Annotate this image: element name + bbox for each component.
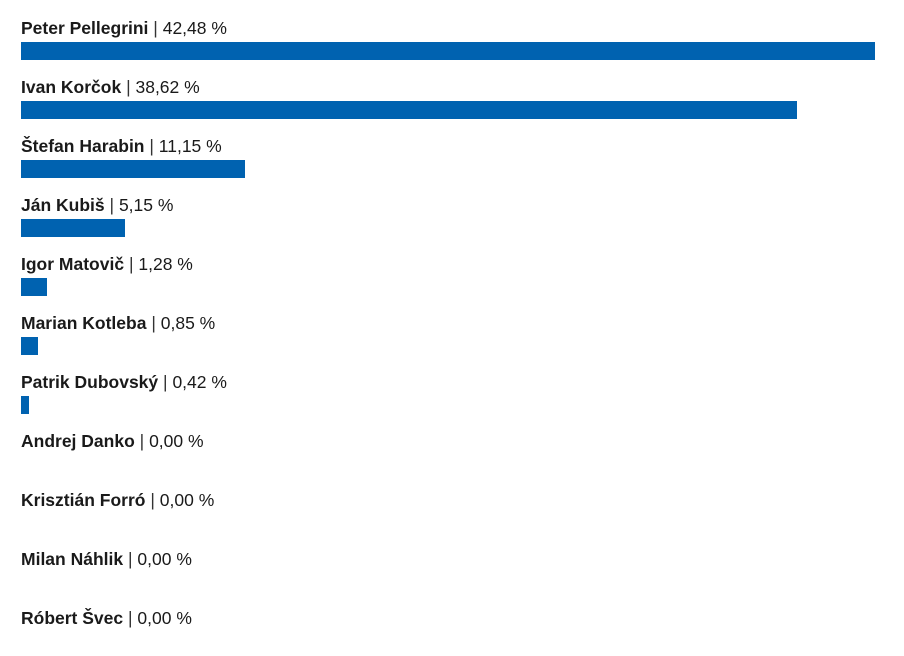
label-separator: | <box>150 490 155 510</box>
label-separator: | <box>127 549 133 569</box>
candidate-row: Krisztián Forró | 0,00 % <box>21 472 891 531</box>
candidate-row: Milan Náhlik | 0,00 % <box>21 531 891 590</box>
label-separator: | <box>126 77 131 97</box>
candidate-label: Marian Kotleba | 0,85 % <box>21 311 215 335</box>
candidate-bar <box>21 101 798 119</box>
candidate-label: Štefan Harabin | 11,15 % <box>21 134 222 158</box>
label-separator: | <box>109 195 115 215</box>
candidate-name: Milan Náhlik <box>21 549 124 569</box>
candidate-percentage: 0,00 % <box>137 549 192 569</box>
candidate-name: Patrik Dubovský <box>21 372 159 392</box>
candidate-bar <box>21 42 875 60</box>
candidate-label: Peter Pellegrini | 42,48 % <box>21 16 227 40</box>
candidate-name: Marian Kotleba <box>21 313 147 333</box>
candidate-name: Ivan Korčok <box>21 77 122 97</box>
candidate-percentage: 1,28 % <box>138 254 193 274</box>
candidate-percentage: 11,15 % <box>158 136 222 156</box>
candidate-name: Andrej Danko <box>21 431 135 451</box>
candidate-percentage: 5,15 % <box>118 195 174 215</box>
candidate-name: Róbert Švec <box>21 608 124 628</box>
label-separator: | <box>128 254 134 274</box>
candidate-percentage: 0,00 % <box>137 608 192 628</box>
candidate-row: Róbert Švec | 0,00 % <box>21 590 891 649</box>
candidate-bar <box>21 337 39 355</box>
candidate-bar <box>21 219 125 237</box>
candidate-name: Peter Pellegrini <box>21 18 149 38</box>
candidate-bar <box>21 278 47 296</box>
candidate-row: Andrej Danko | 0,00 % <box>21 413 891 472</box>
candidate-row: Ivan Korčok | 38,62 % <box>21 59 891 119</box>
candidate-name: Krisztián Forró <box>21 490 146 510</box>
candidate-name: Igor Matovič <box>21 254 125 274</box>
candidate-percentage: 0,85 % <box>160 313 216 333</box>
candidate-row: Štefan Harabin | 11,15 % <box>21 118 891 178</box>
candidate-percentage: 42,48 % <box>162 18 227 38</box>
candidate-percentage: 38,62 % <box>135 77 200 97</box>
label-separator: | <box>149 136 154 156</box>
candidate-percentage: 0,00 % <box>149 431 204 451</box>
candidate-row: Igor Matovič | 1,28 % <box>21 236 891 296</box>
label-separator: | <box>139 431 145 451</box>
candidate-row: Marian Kotleba | 0,85 % <box>21 295 891 355</box>
label-separator: | <box>151 313 156 333</box>
candidate-percentage: 0,00 % <box>159 490 215 510</box>
candidate-label: Ján Kubiš | 5,15 % <box>21 193 173 217</box>
candidate-label: Milan Náhlik | 0,00 % <box>21 547 192 571</box>
candidate-label: Róbert Švec | 0,00 % <box>21 606 192 630</box>
candidate-label: Krisztián Forró | 0,00 % <box>21 488 214 512</box>
candidate-row: Peter Pellegrini | 42,48 % <box>21 0 891 60</box>
candidate-name: Štefan Harabin <box>21 136 145 156</box>
candidate-label: Ivan Korčok | 38,62 % <box>21 75 200 99</box>
label-separator: | <box>128 608 133 628</box>
candidate-row: Ján Kubiš | 5,15 % <box>21 177 891 237</box>
candidate-percentage: 0,42 % <box>172 372 227 392</box>
candidate-bar <box>21 396 30 414</box>
candidate-label: Andrej Danko | 0,00 % <box>21 429 204 453</box>
label-separator: | <box>153 18 158 38</box>
label-separator: | <box>163 372 168 392</box>
candidate-row: Patrik Dubovský | 0,42 % <box>21 354 891 414</box>
candidate-name: Ján Kubiš <box>21 195 105 215</box>
candidate-label: Igor Matovič | 1,28 % <box>21 252 193 276</box>
candidate-bar <box>21 160 246 178</box>
candidate-label: Patrik Dubovský | 0,42 % <box>21 370 227 394</box>
